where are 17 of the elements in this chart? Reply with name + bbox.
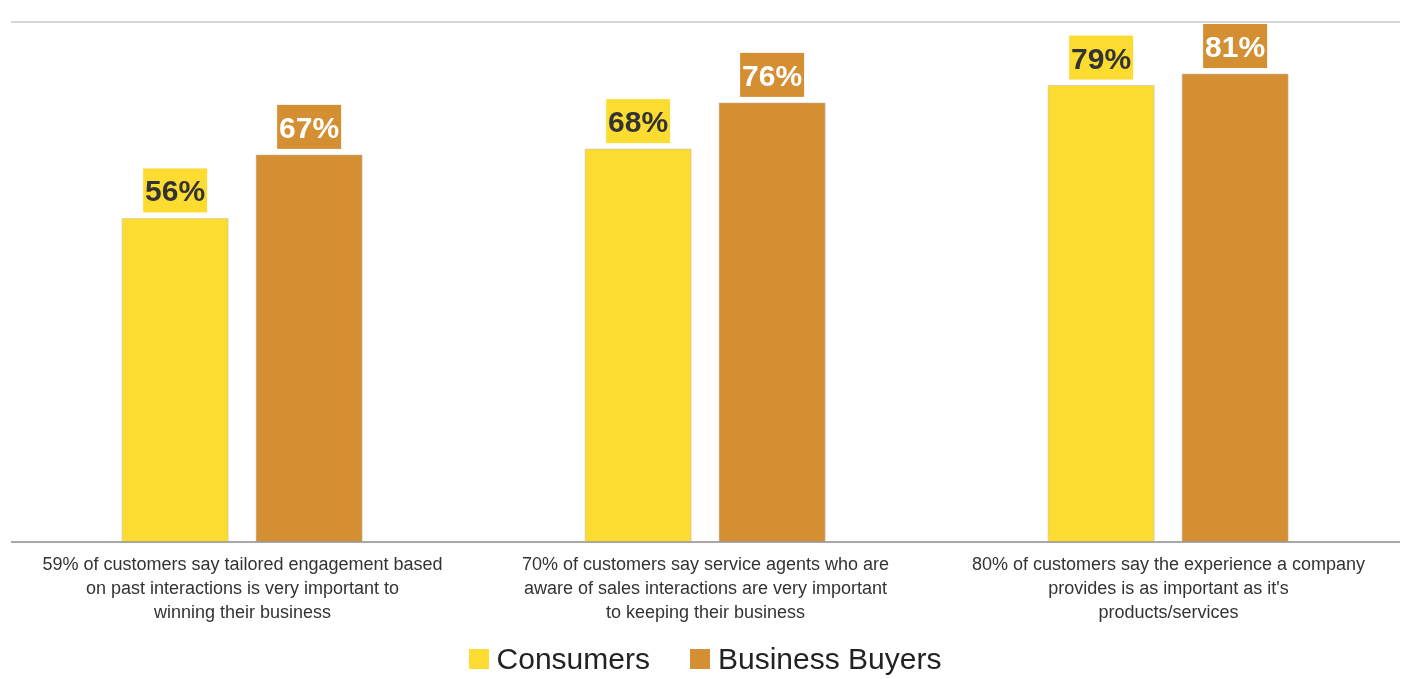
bar bbox=[255, 154, 363, 542]
data-label: 67% bbox=[279, 110, 340, 144]
legend-label: Business Buyers bbox=[716, 642, 942, 676]
bar bbox=[1047, 85, 1155, 542]
legend-label: Consumers bbox=[495, 642, 650, 676]
data-label: 68% bbox=[608, 105, 669, 139]
data-label: 76% bbox=[742, 58, 803, 92]
data-label: 81% bbox=[1205, 30, 1266, 63]
x-tick-label: 80% of customers say the experience a company provides is as important as it's products/services bbox=[971, 554, 1366, 622]
x-tick-label: 59% of customers say tailored engagement based on past interactions is very important to winning their business bbox=[42, 554, 443, 622]
bar bbox=[718, 102, 826, 542]
data-label: 56% bbox=[145, 174, 206, 208]
data-label: 79% bbox=[1071, 41, 1132, 75]
bar bbox=[121, 218, 229, 542]
bar bbox=[1181, 73, 1289, 542]
bar bbox=[584, 148, 692, 542]
x-tick-label: 70% of customers say service agents who are aware of sales interactions are very important to keeping their business bbox=[521, 554, 890, 622]
